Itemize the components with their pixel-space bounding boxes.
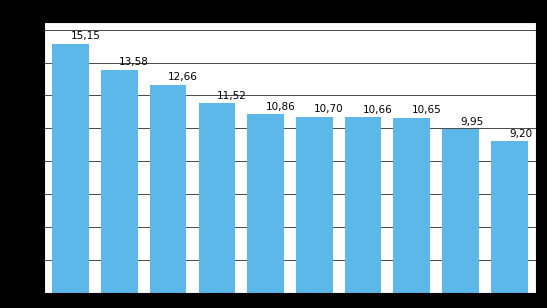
Bar — [199, 103, 235, 293]
Text: 15,15: 15,15 — [71, 31, 101, 41]
Bar — [345, 117, 381, 293]
Bar — [393, 118, 430, 293]
Text: 9,20: 9,20 — [509, 129, 532, 139]
Text: 10,86: 10,86 — [265, 102, 295, 112]
Text: 10,66: 10,66 — [363, 105, 393, 115]
Bar — [442, 129, 479, 293]
Bar — [53, 44, 89, 293]
Bar — [150, 85, 187, 293]
Bar — [247, 114, 284, 293]
Text: 10,65: 10,65 — [412, 105, 441, 115]
Text: 13,58: 13,58 — [119, 57, 149, 67]
Text: 12,66: 12,66 — [168, 72, 198, 82]
Bar — [296, 117, 333, 293]
Bar — [491, 141, 527, 293]
Text: 11,52: 11,52 — [217, 91, 247, 101]
Text: 10,70: 10,70 — [315, 104, 344, 114]
Bar — [101, 70, 138, 293]
Text: 9,95: 9,95 — [461, 117, 484, 127]
